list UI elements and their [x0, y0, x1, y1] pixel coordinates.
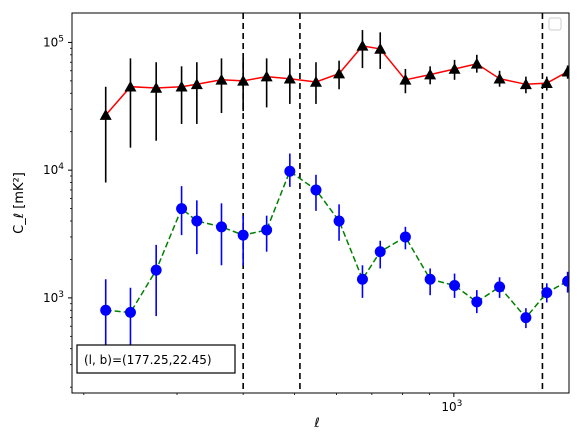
circle-point [520, 312, 532, 324]
circle-point [124, 306, 136, 318]
circle-point [215, 221, 227, 233]
triangle-point [150, 81, 163, 93]
circle-point [562, 275, 569, 287]
triangle-point [424, 68, 437, 80]
circle-point [399, 231, 411, 243]
triangle-point [561, 65, 569, 77]
triangle-point [333, 67, 346, 79]
circle-point [176, 203, 188, 215]
circle-point [284, 165, 296, 177]
triangle-point [260, 70, 273, 82]
triangle-point [283, 72, 296, 84]
triangle-point [99, 109, 112, 120]
annotation-text: (l, b)=(177.25,22.45) [84, 353, 212, 367]
annotation-box: (l, b)=(177.25,22.45) [76, 344, 236, 374]
triangle-point [175, 80, 188, 92]
triangle-point [399, 73, 412, 85]
triangle-point [519, 78, 532, 90]
circle-point [424, 273, 436, 285]
circle-point [237, 229, 249, 241]
y-axis-label: C_ℓ [mK²] [12, 172, 27, 234]
circle-point [374, 246, 386, 258]
circle-point [191, 215, 203, 227]
circle-point [100, 304, 112, 316]
triangle-point [309, 76, 322, 87]
triangle-point [215, 73, 228, 85]
circle-point [356, 273, 368, 285]
circle-point [449, 280, 461, 292]
legend-box [548, 17, 562, 31]
triangle-point [493, 72, 506, 84]
circle-point [494, 281, 506, 293]
triangle-point [237, 74, 250, 86]
triangle-point [470, 57, 483, 69]
circle-point [333, 215, 345, 227]
triangle-point [540, 77, 553, 88]
triangle-point [448, 62, 461, 74]
plot-frame [71, 12, 570, 394]
circle-point [471, 296, 483, 308]
triangle-point [190, 78, 203, 90]
triangle-point [356, 39, 369, 51]
triangle-point [374, 42, 387, 54]
circle-point [541, 287, 553, 299]
circle-point [310, 184, 322, 196]
circle-point [261, 224, 273, 236]
plot-area [99, 13, 569, 393]
x-axis-label: ℓ [313, 416, 319, 431]
triangle-point [124, 80, 137, 92]
circle-point [150, 264, 162, 276]
